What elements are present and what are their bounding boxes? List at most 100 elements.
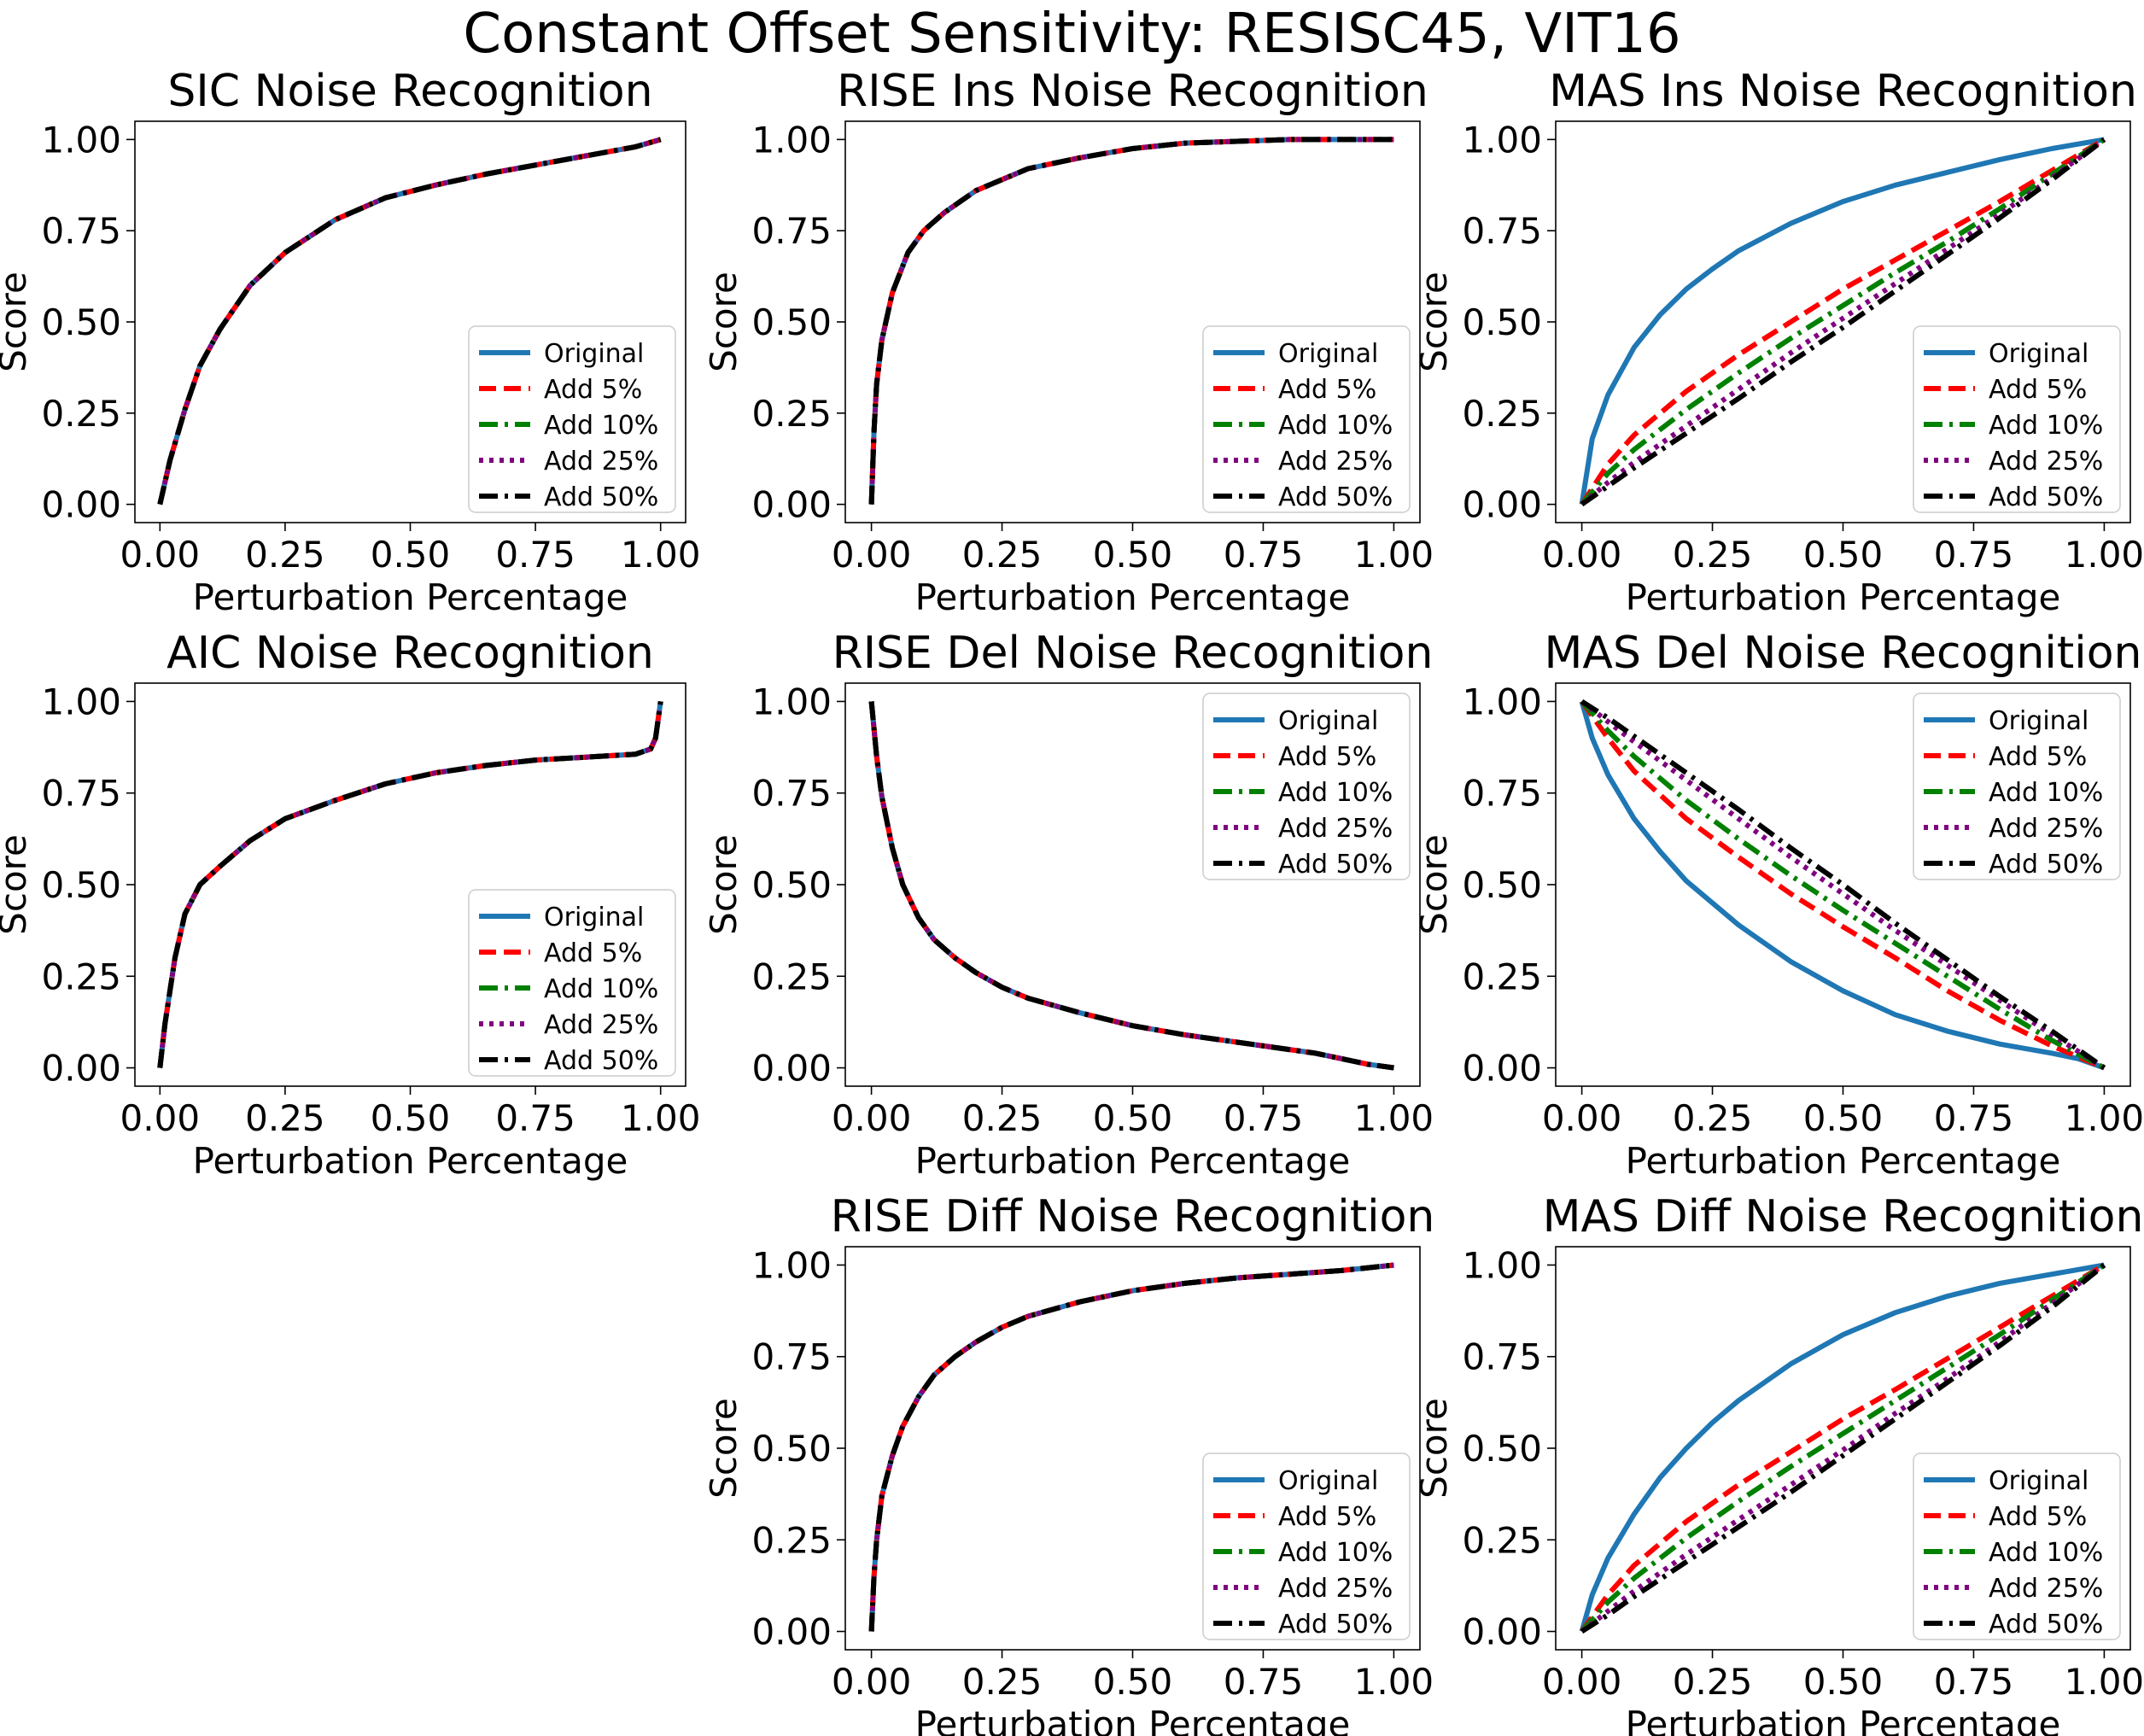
y-tick-label: 0.00 [751, 484, 832, 526]
series-line-add-25- [1580, 699, 2106, 1071]
y-axis-label: Score [1413, 1398, 1455, 1499]
series-line-add-50- [1580, 137, 2106, 507]
y-tick-label: 0.00 [41, 1048, 121, 1090]
y-tick-label: 0.75 [41, 773, 121, 815]
x-tick-label: 0.25 [962, 534, 1043, 576]
x-tick-label: 1.00 [1354, 1661, 1434, 1703]
legend-label: Add 5% [1278, 742, 1376, 772]
legend-label: Add 50% [544, 1046, 658, 1076]
x-tick-label: 0.00 [832, 1097, 912, 1139]
x-tick-label: 0.75 [1934, 534, 2014, 576]
legend-label: Add 50% [1989, 1610, 2103, 1640]
x-tick-label: 1.00 [621, 534, 701, 576]
legend-box [1913, 325, 2121, 513]
legend-label: Add 10% [1989, 411, 2103, 441]
legend-label: Add 10% [1278, 778, 1393, 808]
x-tick-label: 0.25 [1673, 534, 1753, 576]
x-tick-label: 0.00 [1542, 534, 1622, 576]
x-tick-label: 0.75 [495, 1097, 575, 1139]
y-tick-label: 0.50 [751, 301, 832, 343]
x-tick-label: 0.75 [1224, 1097, 1304, 1139]
x-tick-label: 0.00 [120, 1097, 201, 1139]
legend-label: Original [1278, 706, 1378, 736]
series-line-add-10- [1580, 1263, 2106, 1634]
y-axis-label: Score [703, 272, 745, 372]
y-tick-label: 0.00 [751, 1611, 832, 1653]
y-tick-label: 0.00 [1462, 484, 1542, 526]
series-line-add-50- [157, 701, 663, 1068]
legend: Original Add 5% Add 10% Add 25% Add 50% [1913, 693, 2121, 880]
y-tick-label: 1.00 [41, 681, 121, 722]
x-tick-label: 0.75 [1224, 534, 1304, 576]
x-tick-label: 0.50 [1803, 1097, 1884, 1139]
series-line-add-5- [1580, 137, 2106, 506]
y-tick-label: 1.00 [751, 119, 832, 161]
legend-label: Add 50% [1278, 850, 1393, 880]
y-axis-label: Score [1413, 834, 1455, 935]
x-tick-label: 0.50 [371, 1097, 451, 1139]
x-tick-label: 0.75 [1224, 1661, 1304, 1703]
legend-label: Add 25% [1278, 1574, 1393, 1604]
legend-label: Add 5% [1989, 742, 2087, 772]
subplot-1: SIC Noise Recognition 0.00 0.00 0.25 0.25 0.5… [0, 66, 700, 618]
legend: Original Add 5% Add 10% Add 25% Add 50% [1202, 1453, 1411, 1640]
y-tick-label: 0.25 [1462, 393, 1542, 435]
x-tick-label: 0.00 [832, 1661, 912, 1703]
legend-label: Add 5% [544, 375, 642, 405]
subplot-2: RISE Ins Noise Recognition 0.000.00 0.25 0.… [703, 66, 1434, 618]
legend-box [1202, 693, 1411, 880]
legend: Original Add 5% Add 10% Add 25% Add 50% [468, 889, 676, 1077]
x-tick-label: 0.00 [1542, 1661, 1622, 1703]
y-tick-label: 0.50 [1462, 1428, 1542, 1470]
x-tick-label: 0.25 [962, 1097, 1043, 1139]
legend-label: Add 5% [1278, 1502, 1376, 1532]
subplot-8: MAS Diff Noise Recognition 0.000.00 0.25 0.… [1413, 1191, 2144, 1736]
y-tick-label: 0.50 [751, 1428, 832, 1470]
y-tick-label: 1.00 [41, 119, 121, 161]
legend-label: Add 25% [1989, 1574, 2103, 1604]
y-tick-label: 0.50 [41, 301, 121, 343]
legend-label: Add 10% [1278, 1538, 1393, 1568]
legend-box [1202, 1453, 1411, 1640]
series-line-original [1579, 700, 2106, 1071]
series-line-original [1579, 1262, 2105, 1633]
series-line-add-50- [868, 1262, 1394, 1632]
y-axis-label: Score [1413, 272, 1455, 372]
y-tick-label: 0.00 [751, 1048, 832, 1090]
x-tick-label: 0.50 [1803, 1661, 1884, 1703]
y-tick-label: 0.00 [41, 484, 121, 526]
legend: Original Add 5% Add 10% Add 25% Add 50% [1202, 693, 1411, 880]
y-tick-label: 0.25 [41, 393, 121, 435]
x-tick-label: 0.50 [1093, 1097, 1173, 1139]
x-tick-label: 0.25 [962, 1661, 1043, 1703]
y-tick-label: 0.50 [41, 864, 121, 906]
y-tick-label: 0.25 [1462, 1519, 1542, 1561]
x-tick-label: 1.00 [1354, 534, 1434, 576]
y-tick-label: 1.00 [751, 1244, 832, 1286]
y-tick-label: 1.00 [1462, 681, 1542, 722]
subplot-title: AIC Noise Recognition [166, 628, 654, 679]
subplot-title: RISE Diff Noise Recognition [831, 1191, 1435, 1242]
series-line-add-50- [1580, 698, 2106, 1070]
legend-label: Add 25% [1278, 814, 1393, 844]
legend-label: Add 5% [1989, 1502, 2087, 1532]
subplot-7: RISE Diff Noise Recognition 0.000.00 0.25 0… [703, 1191, 1434, 1736]
legend-box [1202, 325, 1411, 513]
legend-label: Add 10% [1278, 411, 1393, 441]
y-tick-label: 0.75 [751, 210, 832, 252]
y-tick-label: 0.75 [1462, 1336, 1542, 1378]
x-tick-label: 0.00 [1542, 1097, 1622, 1139]
legend-label: Original [1989, 1466, 2089, 1496]
legend-label: Original [544, 903, 644, 932]
y-tick-label: 0.25 [751, 956, 832, 997]
y-tick-label: 0.00 [1462, 1048, 1542, 1090]
legend-label: Add 10% [544, 974, 658, 1004]
legend-label: Add 50% [1989, 482, 2103, 512]
series-line-add-50- [1580, 1263, 2106, 1634]
legend-label: Add 25% [1989, 814, 2103, 844]
y-tick-label: 0.25 [1462, 956, 1542, 997]
x-tick-label: 0.75 [495, 534, 575, 576]
x-axis-label: Perturbation Percentage [193, 1140, 628, 1182]
legend-label: Add 50% [544, 482, 658, 512]
x-tick-label: 0.75 [1934, 1661, 2014, 1703]
